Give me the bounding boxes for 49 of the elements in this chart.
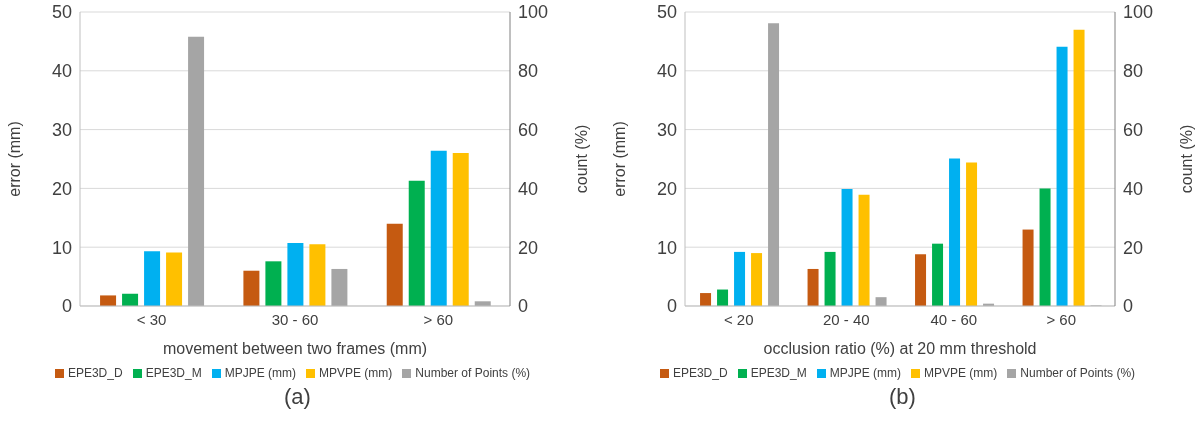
y2-tick-label: 100 <box>1123 2 1154 23</box>
y-tick-label: 20 <box>51 178 72 199</box>
y-tick-label: 10 <box>656 237 677 258</box>
y2-tick-label: 80 <box>518 61 539 82</box>
y-tick-label: 0 <box>666 296 677 317</box>
legend-label: EPE3D_D <box>67 366 123 380</box>
legend-label: EPE3D_M <box>750 366 807 380</box>
y2-axis-title: count (%) <box>572 124 590 194</box>
legend-label: MPVPE (mm) <box>319 366 393 380</box>
x-tick-label: 40 - 60 <box>930 310 978 328</box>
text: (a) <box>283 384 312 410</box>
y-tick-label: 30 <box>656 119 677 140</box>
y2-tick-label: 60 <box>1123 119 1144 140</box>
y2-axis-title: count (%) <box>1177 124 1195 194</box>
y-tick-label: 50 <box>656 2 677 23</box>
y2-tick-label: 20 <box>1123 237 1144 258</box>
y2-tick-label: 40 <box>1123 178 1144 199</box>
y-axis-title: error (mm) <box>5 121 23 197</box>
y-axis-title: error (mm) <box>610 121 628 197</box>
y-tick-label: 20 <box>656 178 677 199</box>
y2-tick-label: 80 <box>1123 61 1144 82</box>
x-axis-title: movement between two frames (mm) <box>162 340 428 357</box>
legend-label: MPJPE (mm) <box>224 366 296 380</box>
y2-tick-label: 0 <box>518 296 529 317</box>
x-tick-label: > 60 <box>423 310 454 328</box>
x-tick-label: < 20 <box>723 310 754 328</box>
legend-label: Number of Points (%) <box>415 366 531 380</box>
y2-tick-label: 100 <box>518 2 549 23</box>
y2-tick-label: 60 <box>518 119 539 140</box>
y-tick-label: 30 <box>51 119 72 140</box>
x-axis-title: occlusion ratio (%) at 20 mm threshold <box>763 340 1037 357</box>
legend-label: EPE3D_D <box>672 366 728 380</box>
text: (b) <box>888 384 917 410</box>
legend-label: MPVPE (mm) <box>924 366 998 380</box>
x-tick-label: 30 - 60 <box>271 310 319 328</box>
y-tick-label: 10 <box>51 237 72 258</box>
y-tick-label: 50 <box>51 2 72 23</box>
legend-label: Number of Points (%) <box>1020 366 1136 380</box>
x-tick-label: 20 - 40 <box>822 310 870 328</box>
legend-label: MPJPE (mm) <box>829 366 901 380</box>
x-tick-label: > 60 <box>1046 310 1077 328</box>
y2-tick-label: 0 <box>1123 296 1134 317</box>
y-tick-label: 0 <box>61 296 72 317</box>
y2-tick-label: 20 <box>518 237 539 258</box>
y-tick-label: 40 <box>51 61 72 82</box>
legend-label: EPE3D_M <box>145 366 202 380</box>
y2-tick-label: 40 <box>518 178 539 199</box>
y-tick-label: 40 <box>656 61 677 82</box>
x-tick-label: < 30 <box>136 310 167 328</box>
